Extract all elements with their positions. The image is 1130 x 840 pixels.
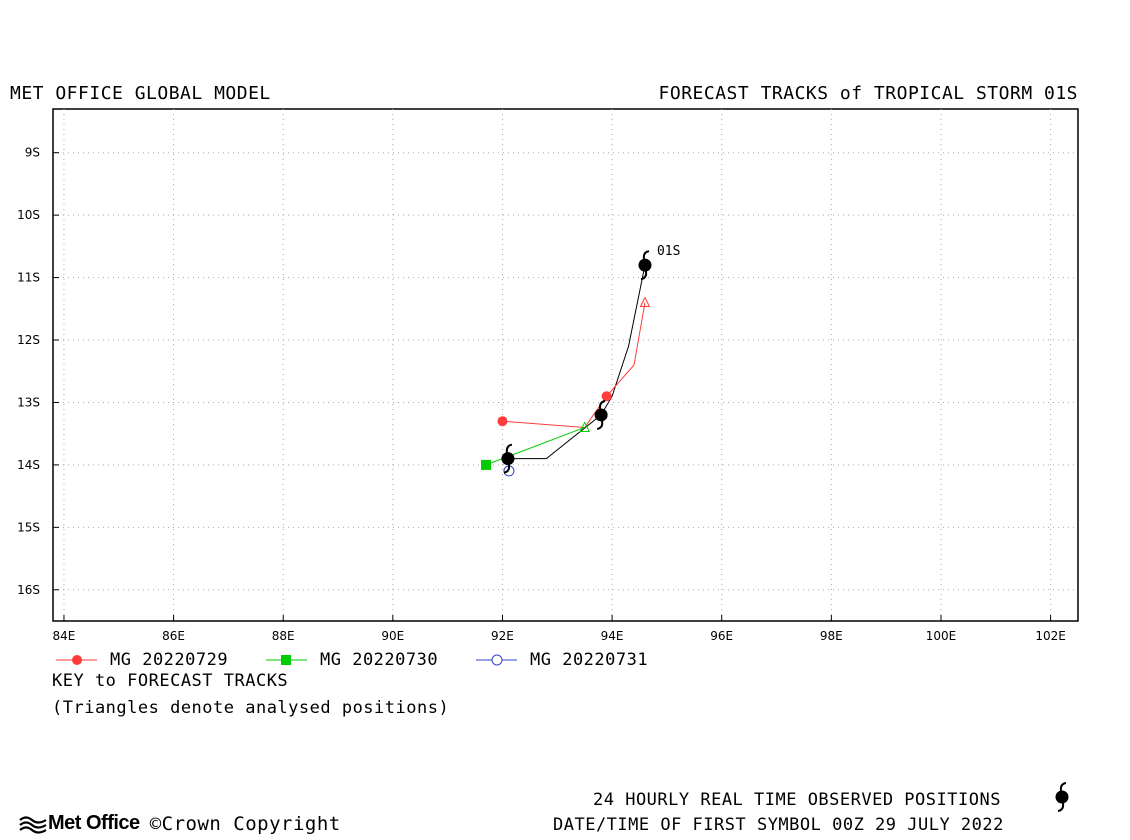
legend-key-title: KEY to FORECAST TRACKS: [52, 671, 289, 691]
y-tick-label: 13S: [17, 395, 40, 409]
legend-label-0729: MG 20220729: [110, 650, 229, 670]
track-start-marker: [481, 459, 492, 470]
legend-marker-0729: [72, 655, 82, 665]
x-tick-label: 102E: [1035, 629, 1066, 643]
x-tick-label: 98E: [820, 629, 843, 643]
observed-positions-note: 24 HOURLY REAL TIME OBSERVED POSITIONS: [593, 790, 1001, 810]
observed-symbols-layer: [501, 250, 652, 474]
chart-title: FORECAST TRACKS of TROPICAL STORM 01S: [658, 83, 1078, 104]
model-title: MET OFFICE GLOBAL MODEL: [10, 83, 271, 104]
legend-label-0731: MG 20220731: [530, 650, 649, 670]
storm-symbol-icon: [501, 443, 515, 474]
storm-label: 01S: [657, 244, 680, 259]
first-symbol-datetime: DATE/TIME OF FIRST SYMBOL 00Z 29 JULY 20…: [553, 815, 1004, 835]
storm-symbol-icon: [594, 399, 608, 430]
track-marker: [601, 391, 612, 402]
y-tick-label: 11S: [17, 271, 40, 285]
x-tick-label: 96E: [710, 629, 733, 643]
grid-lines: [53, 109, 1078, 621]
legend-marker-0731: [491, 654, 503, 666]
x-axis-ticks: 84E 86E 88E 90E 92E 94E 96E 98E 100E 102E: [53, 615, 1066, 643]
legend-label-0730: MG 20220730: [320, 650, 439, 670]
analysed-triangle: [639, 296, 651, 308]
analysed-triangle: [579, 421, 590, 432]
x-tick-label: 84E: [53, 629, 76, 643]
met-office-wave-icon: [19, 815, 47, 834]
y-tick-label: 9S: [25, 146, 40, 160]
x-tick-label: 100E: [926, 629, 957, 643]
legend-markers: [56, 654, 517, 666]
logo-text: Met Office: [48, 812, 140, 834]
y-tick-label: 10S: [17, 208, 40, 222]
y-tick-label: 16S: [17, 583, 40, 597]
x-tick-label: 90E: [381, 629, 404, 643]
observed-position-icon: [1055, 782, 1069, 812]
x-tick-label: 86E: [162, 629, 185, 643]
y-tick-label: 12S: [17, 333, 40, 347]
x-tick-label: 92E: [491, 629, 514, 643]
x-tick-label: 88E: [272, 629, 295, 643]
legend-marker-0730: [281, 655, 291, 665]
x-tick-label: 94E: [601, 629, 624, 643]
y-tick-label: 15S: [17, 520, 40, 534]
copyright-text: ©Crown Copyright: [149, 812, 341, 835]
legend-key-note: (Triangles denote analysed positions): [52, 698, 450, 718]
storm-symbol-icon: [638, 250, 652, 281]
met-office-logo: Met Office ©Crown Copyright: [18, 812, 341, 835]
storm-symbol-icon: [1055, 782, 1069, 812]
track-start-marker: [497, 416, 508, 427]
map-frame: [52, 108, 1079, 622]
y-tick-label: 14S: [17, 458, 40, 472]
observed-track: [507, 264, 646, 460]
y-axis-ticks: 9S 10S 11S 12S 13S 14S 15S 16S: [17, 146, 59, 597]
